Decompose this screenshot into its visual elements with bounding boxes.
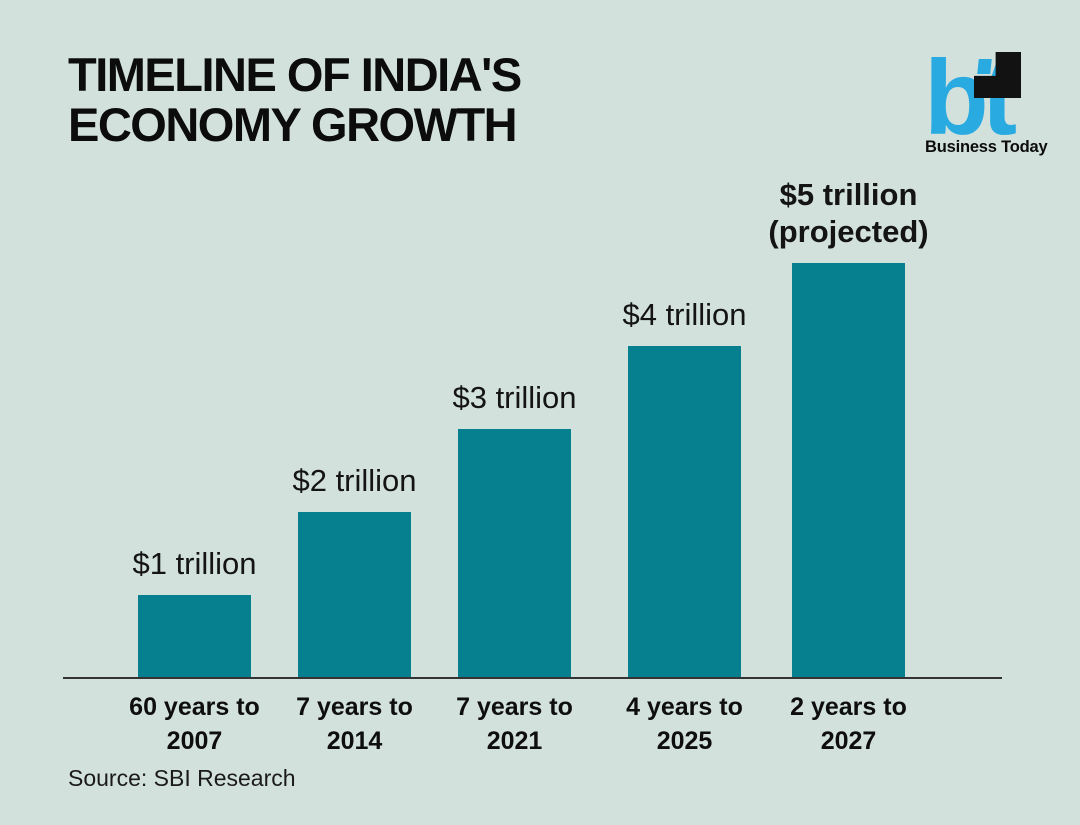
bar-column-2025: $4 trillion 4 years to 2025 bbox=[622, 296, 746, 755]
x-axis-label: 4 years to 2025 bbox=[626, 693, 743, 755]
bar-1-trillion bbox=[138, 595, 251, 678]
page-title-line-1: TIMELINE OF INDIA'S bbox=[68, 48, 522, 101]
bar-5-trillion bbox=[792, 263, 905, 678]
bar-value-label: $2 trillion bbox=[292, 463, 417, 498]
logo-wordmark: Business Today bbox=[925, 138, 1048, 156]
bar-column-2027: $5 trillion (projected) 2 years to 2027 bbox=[768, 176, 928, 755]
x-axis-line bbox=[63, 677, 1002, 679]
x-axis-label: 2 years to 2027 bbox=[790, 693, 907, 755]
x-axis-label: 7 years to 2014 bbox=[296, 693, 413, 755]
bar-value-label-projected: $5 trillion (projected) bbox=[768, 177, 929, 249]
x-axis-label: 7 years to 2021 bbox=[456, 693, 573, 755]
bar-value-label: $1 trillion bbox=[132, 546, 257, 581]
bar-4-trillion bbox=[628, 346, 741, 678]
bar-column-2007: $1 trillion 60 years to 2007 bbox=[129, 545, 260, 755]
page-title: TIMELINE OF INDIA'S ECONOMY GROWTH bbox=[68, 48, 522, 151]
page-title-line-2: ECONOMY GROWTH bbox=[68, 98, 518, 151]
bar-column-2014: $2 trillion 7 years to 2014 bbox=[292, 462, 416, 755]
bar-2-trillion bbox=[298, 512, 411, 678]
bar-column-2021: $3 trillion 7 years to 2021 bbox=[452, 379, 576, 755]
business-today-logo: bt Business Today bbox=[924, 45, 1048, 158]
bar-value-label: $3 trillion bbox=[452, 380, 577, 415]
bar-value-label: $4 trillion bbox=[622, 297, 747, 332]
source-note: Source: SBI Research bbox=[68, 765, 296, 791]
x-axis-label: 60 years to 2007 bbox=[129, 693, 260, 755]
bar-3-trillion bbox=[458, 429, 571, 678]
